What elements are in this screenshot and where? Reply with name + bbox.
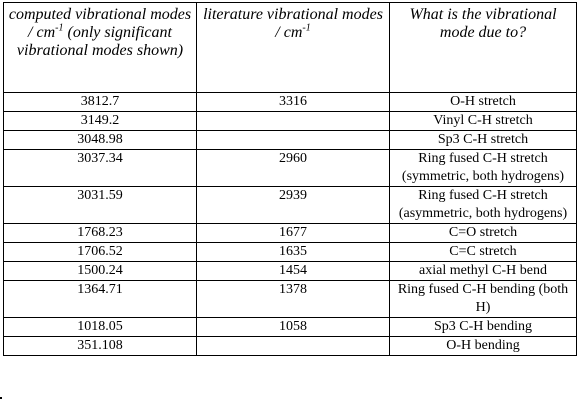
- cell-literature: 1635: [196, 242, 390, 262]
- cell-mode: Sp3 C-H bending: [389, 317, 577, 337]
- table-row: 3812.7 3316 O-H stretch: [3, 92, 577, 112]
- cell-mode: O-H bending: [389, 336, 577, 356]
- table-row: 1768.23 1677 C=O stretch: [3, 223, 577, 243]
- cell-computed: 3031.59: [3, 186, 197, 224]
- cell-literature: 1454: [196, 261, 390, 281]
- table-row: 3048.98 Sp3 C-H stretch: [3, 130, 577, 150]
- cell-computed: 3149.2: [3, 111, 197, 131]
- cell-literature: 2960: [196, 149, 390, 187]
- cell-computed: 1364.71: [3, 280, 197, 318]
- header-row: computed vibrational modes / cm-1 (only …: [3, 2, 577, 93]
- cell-literature: 3316: [196, 92, 390, 112]
- header-literature-modes: literature vibrational modes / cm-1: [196, 2, 390, 93]
- cell-literature: [196, 130, 390, 150]
- cell-computed: 351.108: [3, 336, 197, 356]
- header-mode-origin: What is the vibrational mode due to?: [389, 2, 577, 93]
- cell-computed: 1500.24: [3, 261, 197, 281]
- cell-mode: C=O stretch: [389, 223, 577, 243]
- table-body: 3812.7 3316 O-H stretch 3149.2 Vinyl C-H…: [3, 92, 577, 356]
- table-row: 1364.71 1378 Ring fused C-H bending (bot…: [3, 280, 577, 318]
- table-header: computed vibrational modes / cm-1 (only …: [3, 2, 577, 93]
- table-row: 1018.05 1058 Sp3 C-H bending: [3, 317, 577, 337]
- cell-mode: Ring fused C-H bending (both H): [389, 280, 577, 318]
- cell-computed: 3048.98: [3, 130, 197, 150]
- cell-literature: 1058: [196, 317, 390, 337]
- cell-mode: Ring fused C-H stretch (asymmetric, both…: [389, 186, 577, 224]
- vibrational-modes-table: computed vibrational modes / cm-1 (only …: [3, 2, 577, 356]
- cell-mode: axial methyl C-H bend: [389, 261, 577, 281]
- cell-computed: 1768.23: [3, 223, 197, 243]
- table-row: 3149.2 Vinyl C-H stretch: [3, 111, 577, 131]
- table-row: 3037.34 2960 Ring fused C-H stretch (sym…: [3, 149, 577, 187]
- table-row: 1706.52 1635 C=C stretch: [3, 242, 577, 262]
- table-row: 3031.59 2939 Ring fused C-H stretch (asy…: [3, 186, 577, 224]
- cell-mode: Sp3 C-H stretch: [389, 130, 577, 150]
- cell-mode: O-H stretch: [389, 92, 577, 112]
- cell-literature: [196, 111, 390, 131]
- cell-computed: 1018.05: [3, 317, 197, 337]
- table-row: 351.108 O-H bending: [3, 336, 577, 356]
- page-corner-dot: [0, 397, 2, 399]
- cell-computed: 3812.7: [3, 92, 197, 112]
- cell-literature: [196, 336, 390, 356]
- cell-computed: 3037.34: [3, 149, 197, 187]
- cell-mode: Vinyl C-H stretch: [389, 111, 577, 131]
- cell-literature: 1378: [196, 280, 390, 318]
- header-computed-modes: computed vibrational modes / cm-1 (only …: [3, 2, 197, 93]
- cell-literature: 2939: [196, 186, 390, 224]
- cell-literature: 1677: [196, 223, 390, 243]
- cell-mode: Ring fused C-H stretch (symmetric, both …: [389, 149, 577, 187]
- cell-computed: 1706.52: [3, 242, 197, 262]
- table-row: 1500.24 1454 axial methyl C-H bend: [3, 261, 577, 281]
- cell-mode: C=C stretch: [389, 242, 577, 262]
